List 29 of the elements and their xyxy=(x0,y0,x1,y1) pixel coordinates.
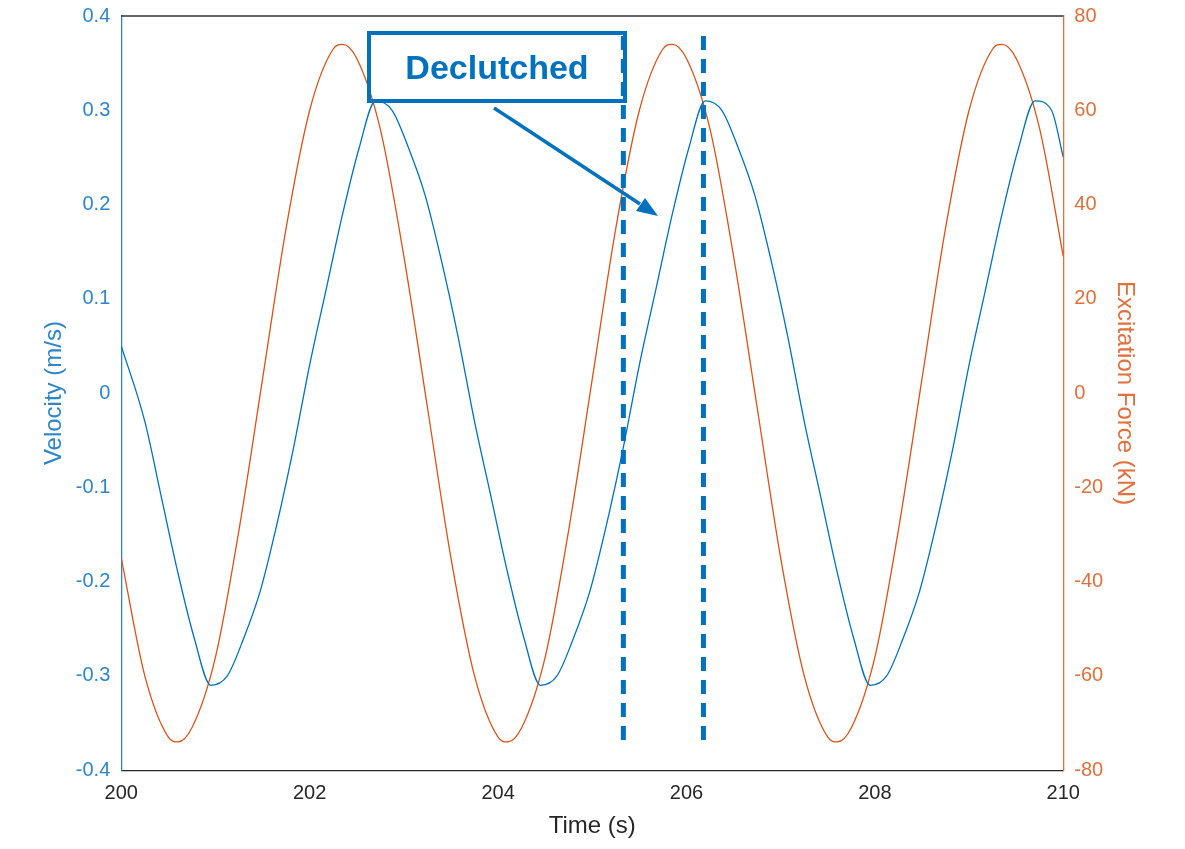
x-tick-label: 204 xyxy=(481,780,515,803)
y2-tick-label: 80 xyxy=(1074,3,1097,26)
x-tick-label: 200 xyxy=(104,780,138,803)
y-tick-label: 0.3 xyxy=(82,97,111,120)
y2-tick-label: 20 xyxy=(1074,286,1097,309)
y-tick-label: 0.1 xyxy=(82,286,111,309)
y2-tick-label: -40 xyxy=(1074,569,1104,592)
y2-tick-label: 40 xyxy=(1074,192,1097,215)
y2-tick-label: 0 xyxy=(1074,380,1086,403)
y2-tick-label: -80 xyxy=(1074,757,1104,780)
y-tick-label: -0.4 xyxy=(75,757,111,780)
annotation: Declutched xyxy=(367,31,627,103)
y-tick-label: 0.4 xyxy=(82,3,111,26)
y2-tick-label: -60 xyxy=(1074,663,1104,686)
y2-tick-label: 60 xyxy=(1074,97,1097,120)
y-tick-label: 0.2 xyxy=(82,192,111,215)
y-tick-label: -0.2 xyxy=(75,569,111,592)
x-tick-label: 202 xyxy=(292,780,327,803)
line-series xyxy=(121,43,1064,743)
x-tick-label: 210 xyxy=(1046,780,1080,803)
x-tick-label: 206 xyxy=(669,780,704,803)
x-tick-label: 208 xyxy=(858,780,892,803)
x-axis-title: Time (s) xyxy=(548,811,636,839)
y-tick-label: -0.3 xyxy=(75,663,111,686)
y-tick-label: -0.1 xyxy=(75,474,111,497)
y-tick-label: 0 xyxy=(99,380,111,403)
y2-axis-title: Excitation Force (kN) xyxy=(1112,281,1140,506)
y2-tick-label: -20 xyxy=(1074,474,1104,497)
y-axis-title: Velocity (m/s) xyxy=(39,321,67,466)
